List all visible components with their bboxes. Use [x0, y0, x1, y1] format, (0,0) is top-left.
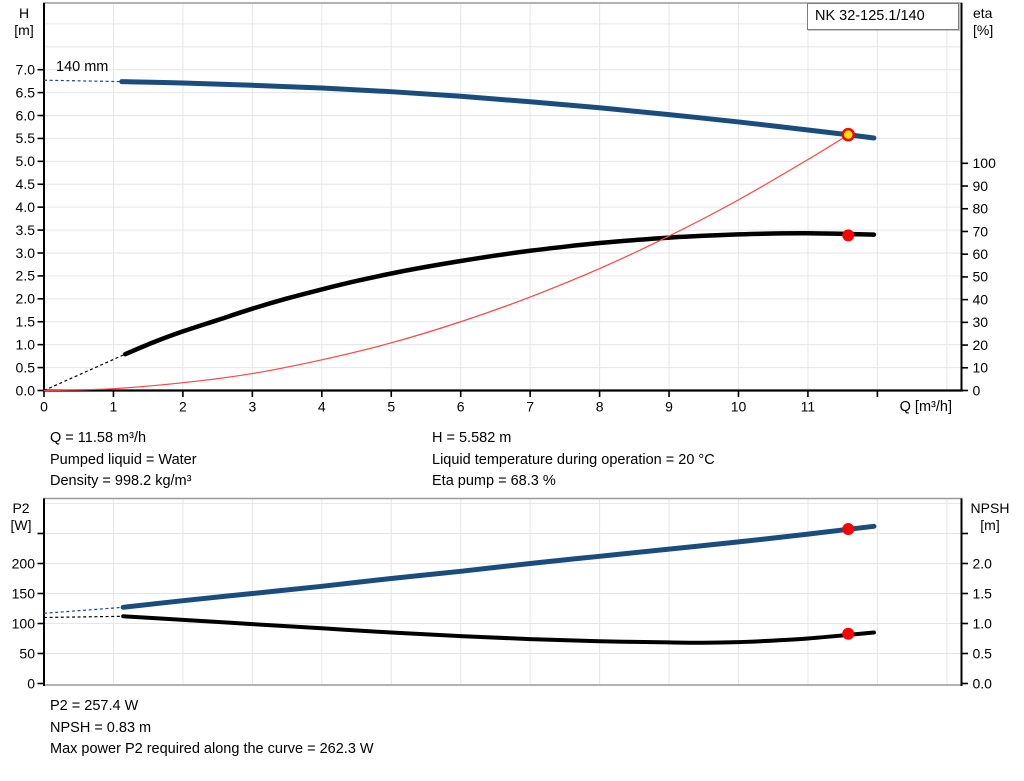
system-curve — [43, 134, 849, 392]
qh-eta-chart-right-tick-label: 100 — [973, 155, 997, 171]
qh-eta-chart-right-tick-label: 20 — [973, 337, 989, 353]
info-liquid-temperature: Liquid temperature during operation = 20… — [432, 451, 715, 468]
npsh-axis-title-symbol: NPSH — [970, 500, 1010, 516]
qh-eta-chart-right-tick-label: 60 — [973, 246, 989, 262]
result-info-block: P2 = 257.4 W NPSH = 0.83 m Max power P2 … — [50, 696, 374, 761]
h-axis-title-symbol: H — [18, 5, 30, 21]
info-density: Density = 998.2 kg/m³ — [50, 473, 192, 489]
info-p2: P2 = 257.4 W — [50, 698, 139, 714]
qh-eta-chart-left-tick-label: 4.5 — [16, 176, 36, 192]
duty-point-p2-marker — [842, 523, 855, 536]
qh-eta-chart-x-tick-label: 6 — [457, 399, 465, 415]
qh-eta-chart-left-tick-label: 6.0 — [16, 107, 36, 123]
info-max-power: Max power P2 required along the curve = … — [50, 741, 374, 757]
p2-axis-title-unit: [W] — [10, 517, 32, 533]
qh-eta-chart-x-tick-label: 4 — [318, 399, 326, 415]
qh-eta-chart-right-tick-label: 30 — [973, 314, 989, 330]
duty-info-left-column: Q = 11.58 m³/h Pumped liquid = Water Den… — [50, 428, 197, 493]
qh-eta-chart-right-tick-label: 90 — [973, 178, 989, 194]
eta-axis-title: eta [%] — [973, 5, 1019, 39]
qh-eta-chart-x-tick-label: 11 — [801, 399, 816, 415]
p2-npsh-chart-left-tick-label: 100 — [12, 615, 36, 631]
qh-eta-chart-right-tick-label: 40 — [973, 291, 989, 307]
head-curve — [119, 79, 877, 141]
qh-eta-chart-left-tick-label: 0.5 — [16, 359, 36, 375]
eta-axis-title-symbol: eta — [973, 5, 993, 21]
qh-eta-chart-left-tick-label: 3.0 — [16, 245, 36, 261]
qh-eta-chart-x-tick-label: 2 — [179, 399, 187, 415]
qh-eta-chart-x-tick-label: 9 — [665, 399, 673, 415]
qh-eta-chart-x-tick-label: 3 — [248, 399, 256, 415]
p2-npsh-chart-left-tick-label: 200 — [12, 555, 36, 571]
p2-npsh-chart-left-tick-label: 50 — [19, 645, 35, 661]
eta-axis-title-unit: [%] — [973, 22, 994, 38]
qh-eta-chart-left-tick-label: 1.5 — [16, 314, 36, 330]
qh-eta-chart-x-tick-label: 5 — [387, 399, 395, 415]
p2-npsh-chart-right-tick-label: 0.5 — [973, 645, 993, 661]
npsh-curve-dashed-lead — [43, 615, 124, 619]
p2-npsh-chart-right-tick-label: 1.0 — [973, 615, 993, 631]
qh-eta-chart-right-tick-label: 70 — [973, 223, 989, 239]
qh-eta-chart-right-tick-label: 10 — [973, 360, 989, 376]
info-pumped-liquid: Pumped liquid = Water — [50, 451, 197, 468]
qh-eta-chart-right-tick-label: 80 — [973, 201, 989, 217]
qh-eta-chart-left-tick-label: 7.0 — [16, 61, 36, 77]
efficiency-curve — [123, 231, 877, 357]
qh-eta-chart-x-tick-label: 1 — [110, 399, 118, 415]
duty-point-npsh-marker — [842, 627, 855, 640]
q-axis-title: Q [m³/h] — [899, 399, 952, 415]
head-curve-dashed-lead — [43, 79, 122, 83]
qh-eta-chart-left-tick-label: 6.5 — [16, 84, 36, 100]
impeller-diameter-label: 140 mm — [56, 59, 109, 75]
qh-eta-chart-left-tick-label: 4.0 — [16, 199, 36, 215]
qh-eta-chart-left-tick-label: 2.0 — [16, 291, 36, 307]
p2-axis-title: P2 [W] — [4, 500, 38, 534]
efficiency-curve-dashed-lead — [43, 353, 126, 392]
qh-eta-chart-left-tick-label: 3.5 — [16, 222, 36, 238]
qh-eta-chart-x-tick-label: 8 — [596, 399, 604, 415]
p2-npsh-chart-right-tick-label: 0.0 — [973, 675, 993, 691]
info-eta-pump: Eta pump = 68.3 % — [432, 473, 556, 489]
info-npsh: NPSH = 0.83 m — [50, 719, 152, 736]
pump-type-title-box: NK 32-125.1/140 — [807, 3, 959, 30]
qh-eta-chart-left-tick-label: 5.0 — [16, 153, 36, 169]
npsh-axis-title: NPSH [m] — [962, 500, 1018, 534]
p2-curve-dashed-lead — [43, 606, 124, 614]
qh-eta-chart-x-tick-label: 10 — [731, 399, 747, 415]
p2-axis-title-symbol: P2 — [12, 500, 30, 516]
duty-info-right-column: H = 5.582 m Liquid temperature during op… — [432, 428, 715, 493]
p2-npsh-chart-left-tick-label: 0 — [27, 675, 35, 691]
p2-npsh-chart-left-tick-label: 150 — [12, 585, 36, 601]
p2-npsh-chart-right-tick-label: 2.0 — [973, 555, 993, 571]
qh-eta-chart-x-tick-label: 0 — [40, 399, 48, 415]
pump-type-label: NK 32-125.1/140 — [815, 8, 925, 24]
h-axis-title-unit: [m] — [14, 22, 34, 38]
qh-eta-chart-left-tick-label: 0.0 — [16, 382, 36, 398]
h-axis-title: H [m] — [6, 5, 42, 39]
qh-eta-chart-left-tick-label: 2.5 — [16, 268, 36, 284]
npsh-curve — [121, 614, 876, 645]
duty-point-eta-marker — [842, 229, 855, 242]
info-head: H = 5.582 m — [432, 430, 512, 446]
p2-npsh-chart-right-tick-label: 1.5 — [973, 585, 993, 601]
qh-eta-chart-left-tick-label: 5.5 — [16, 130, 36, 146]
qh-eta-chart-x-tick-label: 7 — [526, 399, 534, 415]
qh-eta-chart-left-tick-label: 1.0 — [16, 336, 36, 352]
p2-curve — [120, 523, 877, 610]
qh-eta-chart-right-tick-label: 50 — [973, 269, 989, 285]
npsh-axis-title-unit: [m] — [980, 517, 1000, 533]
duty-point-qh-marker[interactable] — [841, 127, 855, 142]
info-flow: Q = 11.58 m³/h — [50, 430, 147, 446]
qh-eta-chart-right-tick-label: 0 — [973, 382, 981, 398]
